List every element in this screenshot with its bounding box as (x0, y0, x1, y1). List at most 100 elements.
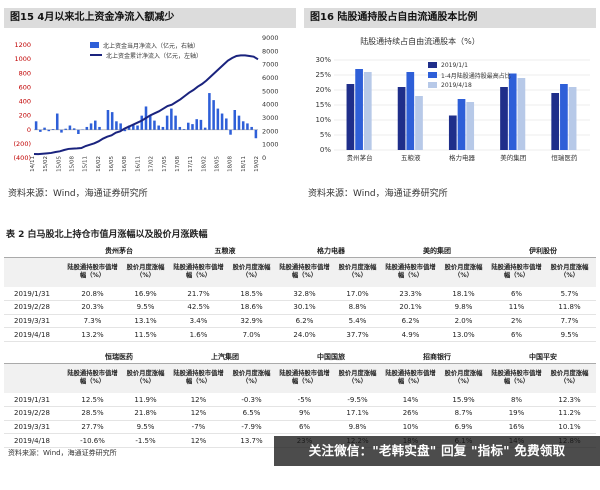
row-date: 2019/2/28 (4, 406, 66, 421)
share-bar (363, 72, 372, 150)
share-bar (346, 84, 355, 150)
share-bar (406, 72, 415, 150)
share-bar (466, 102, 475, 150)
table-row: 2019/4/18 13.2% 11.5% 1.6% 7.0% 24.0% 37.7% 4.9… (4, 327, 596, 342)
monthly-inflow-bar (127, 125, 131, 130)
share-bar (457, 99, 466, 150)
table-cell: 16.9% (119, 287, 172, 302)
share-bar (508, 73, 517, 150)
table-source: 资料来源：Wind，海通证券研究所 (8, 449, 117, 457)
sub-header: 陆股通持股市值增幅（%） (172, 257, 225, 287)
right-axis-tick-label: 1200 (14, 41, 31, 49)
fig16-title: 图16 陆股通持股占自由流通股本比例 (304, 8, 596, 28)
sub-header-row: 陆股通持股市值增幅（%） 股价月度涨幅（%） 陆股通持股市值增幅（%） 股价月度涨幅… (4, 363, 596, 393)
x-axis-tick-label: 17/08 (175, 156, 181, 172)
table-cell: 5.7% (543, 287, 596, 302)
left-axis-tick-label: 2000 (262, 127, 279, 135)
company-name: 格力电器 (278, 246, 384, 258)
table-cell: 7.0% (225, 327, 278, 342)
right-axis-tick-label: 800 (19, 69, 31, 77)
monthly-inflow-bar (47, 129, 51, 132)
monthly-inflow-bar (136, 125, 139, 130)
sub-header: 股价月度涨幅（%） (543, 257, 596, 287)
table-cell: 2.0% (437, 314, 490, 329)
table-cell: 6.9% (437, 420, 490, 435)
share-bar (355, 69, 363, 150)
monthly-inflow-bar (132, 124, 135, 130)
share-bar (560, 84, 568, 150)
sub-header: 股价月度涨幅（%） (437, 363, 490, 393)
x-axis-category-label: 格力电器 (449, 153, 476, 162)
y-axis-tick-label: 20% (315, 86, 331, 94)
monthly-inflow-bar (55, 113, 59, 130)
legend-item-max: 1-4月陆股通持股最高占比 (428, 70, 511, 80)
y-axis-tick-label: 30% (315, 56, 331, 64)
table-cell: 10.1% (543, 420, 596, 435)
row-date: 2019/4/18 (4, 327, 66, 342)
left-axis-tick-label: 3000 (262, 114, 279, 122)
y-axis-tick-label: 5% (320, 131, 331, 139)
table-cell: -10.6% (66, 433, 119, 448)
fig15-legend: 北上资金当月净流入（亿元，右轴） 北上资金累计净流入（亿元，左轴） (90, 40, 202, 60)
table-cell: 17.0% (331, 287, 384, 302)
legend-label: 北上资金当月净流入（亿元，右轴） (103, 42, 200, 50)
left-axis-tick-label: 7000 (262, 61, 279, 69)
table-cell: 6.2% (278, 314, 331, 329)
table-cell: 26% (384, 406, 437, 421)
company-name: 五粮液 (172, 246, 278, 258)
right-axis-tick-label: 1000 (14, 55, 31, 63)
sub-header: 股价月度涨幅（%） (331, 363, 384, 393)
share-bar (397, 87, 406, 150)
table-cell: 14% (384, 393, 437, 408)
monthly-inflow-bar (98, 126, 101, 130)
company-name: 恒瑞医药 (66, 352, 172, 364)
sub-header-row: 陆股通持股市值增幅（%） 股价月度涨幅（%） 陆股通持股市值增幅（%） 股价月度涨幅… (4, 257, 596, 287)
table-cell: 10% (384, 420, 437, 435)
legend-item-2019-4-18: 2019/4/18 (428, 80, 511, 90)
x-axis-category-label: 恒瑞医药 (551, 153, 578, 162)
sub-header: 股价月度涨幅（%） (225, 363, 278, 393)
table-cell: 20.1% (384, 300, 437, 315)
table-cell: 8.8% (331, 300, 384, 315)
left-axis-tick-label: 8000 (262, 47, 279, 55)
monthly-inflow-bar (64, 128, 67, 130)
sub-header: 股价月度涨幅（%） (543, 363, 596, 393)
fig16-chart-title: 陆股通持续占自由流通股本（%） (360, 37, 480, 46)
table-cell: -7% (172, 420, 225, 435)
table-cell: 1.6% (172, 327, 225, 342)
table-cell: 18.1% (437, 287, 490, 302)
table-cell: -9.5% (331, 393, 384, 408)
x-axis-category-label: 美的集团 (500, 153, 526, 162)
table-cell: 8.7% (437, 406, 490, 421)
legend-label: 1-4月陆股通持股最高占比 (441, 72, 511, 80)
share-bar (568, 87, 577, 150)
monthly-inflow-bar (241, 121, 245, 130)
sub-header: 陆股通持股市值增幅（%） (66, 257, 119, 287)
sub-header: 陆股通持股市值增幅（%） (278, 363, 331, 393)
x-axis-category-label: 贵州茅台 (347, 153, 373, 162)
left-axis-tick-label: 5000 (262, 87, 279, 95)
table-cell: -1.5% (119, 433, 172, 448)
table-cell: 12.3% (543, 393, 596, 408)
y-axis-tick-label: 10% (315, 116, 331, 124)
table-cell: 9.8% (437, 300, 490, 315)
company-name: 伊利股份 (490, 246, 596, 258)
monthly-inflow-bar (77, 129, 80, 134)
fig15-title: 图15 4月以来北上资金净流入额减少 (4, 8, 296, 28)
table-cell: 13.1% (119, 314, 172, 329)
x-axis-tick-label: 15/05 (56, 156, 62, 172)
company-name: 贵州茅台 (66, 246, 172, 258)
table-cell: 6.5% (225, 406, 278, 421)
monthly-inflow-bar (51, 129, 55, 130)
table-cell: 7.7% (543, 314, 596, 329)
monthly-inflow-bar (39, 129, 42, 132)
company-name: 上汽集团 (172, 352, 278, 364)
table-cell: 42.5% (172, 300, 225, 315)
table-cell: 11.9% (119, 393, 172, 408)
table-cell: 4.9% (384, 327, 437, 342)
table-cell: 6.2% (384, 314, 437, 329)
x-axis-tick-label: 18/08 (228, 156, 234, 172)
x-axis-tick-label: 17/02 (149, 156, 155, 172)
monthly-inflow-bar (161, 126, 165, 130)
